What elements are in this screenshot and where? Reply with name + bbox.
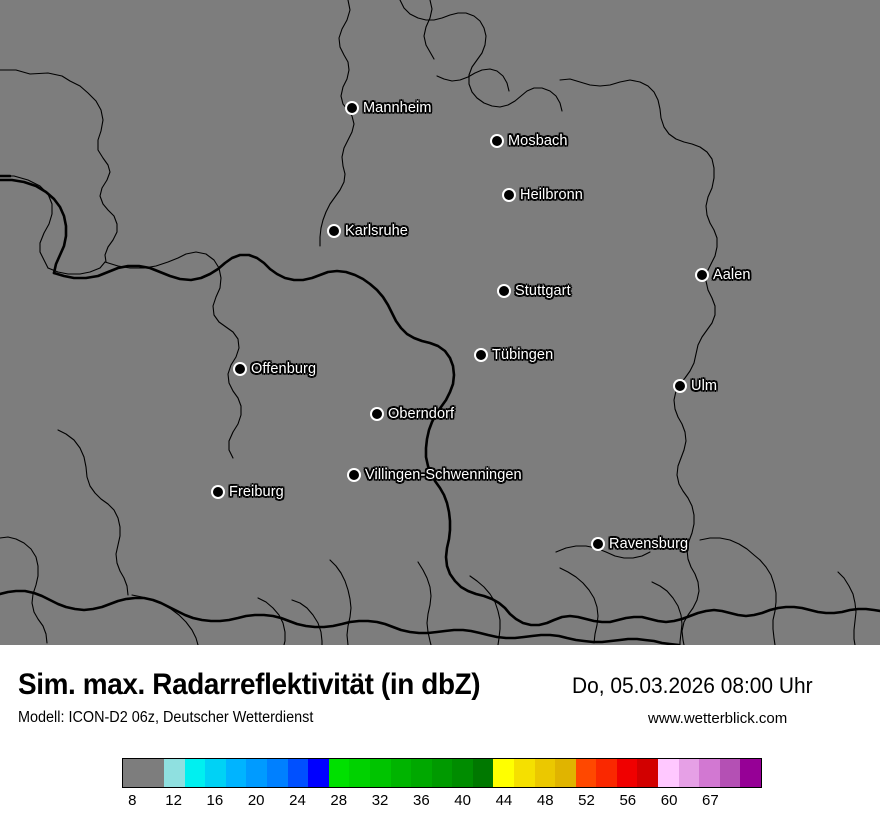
colorbar-tick: 24 bbox=[289, 792, 306, 809]
state-border-line bbox=[0, 174, 880, 645]
colorbar-tick: 20 bbox=[247, 792, 265, 809]
city-label: Karlsruhe bbox=[345, 223, 408, 239]
city-dot-icon bbox=[476, 350, 486, 360]
city-label: Ulm bbox=[691, 378, 718, 394]
city-dot-icon bbox=[349, 470, 359, 480]
colorbar-segment-3 bbox=[184, 759, 206, 787]
city-dot-icon bbox=[372, 409, 382, 419]
colorbar-segment-24 bbox=[616, 759, 638, 787]
forecast-datetime: Do, 05.03.2026 08:00 Uhr bbox=[572, 673, 813, 698]
city-label: Stuttgart bbox=[515, 283, 571, 299]
city-label: Offenburg bbox=[251, 361, 317, 377]
city-label: Heilbronn bbox=[520, 187, 583, 203]
colorbar-segment-9 bbox=[308, 759, 329, 787]
city-label: Aalen bbox=[713, 267, 751, 283]
colorbar-segment-6 bbox=[246, 759, 268, 787]
city-label: Mosbach bbox=[508, 133, 568, 149]
colorbar-segment-20 bbox=[534, 759, 556, 787]
colorbar bbox=[122, 758, 762, 788]
colorbar-segment-18 bbox=[493, 759, 514, 787]
site-url: www.wetterblick.com bbox=[648, 710, 788, 727]
colorbar-tick: 48 bbox=[536, 792, 554, 809]
model-subtitle: Modell: ICON-D2 06z, Deutscher Wetterdie… bbox=[18, 709, 314, 726]
colorbar-tick: 56 bbox=[619, 792, 637, 809]
city-dot-icon bbox=[675, 381, 685, 391]
colorbar-segment-21 bbox=[555, 759, 576, 787]
colorbar-wrap bbox=[122, 758, 762, 788]
colorbar-tick: 67 bbox=[702, 792, 719, 809]
colorbar-tick: 28 bbox=[330, 792, 348, 809]
colorbar-tick: 36 bbox=[413, 792, 430, 809]
city-label: Ravensburg bbox=[609, 536, 689, 552]
colorbar-tick: 60 bbox=[660, 792, 678, 809]
colorbar-tick: 44 bbox=[495, 792, 513, 809]
radar-map: Mannheim Mosbach Heilbronn Karlsruhe Aal… bbox=[0, 0, 880, 645]
city-label: Villingen-Schwenningen bbox=[365, 467, 522, 483]
colorbar-tick-labels: 8 12 16 20 24 28 32 36 40 44 48 52 56 60 67 bbox=[122, 792, 762, 816]
legend-panel: Sim. max. Radarreflektivität (in dbZ) Mo… bbox=[0, 645, 880, 830]
colorbar-segment-26 bbox=[658, 759, 679, 787]
colorbar-segment-10 bbox=[328, 759, 350, 787]
colorbar-segment-11 bbox=[349, 759, 370, 787]
city-dot-icon bbox=[499, 286, 509, 296]
colorbar-segment-30 bbox=[740, 759, 761, 787]
city-dot-icon bbox=[347, 103, 357, 113]
colorbar-tick: 12 bbox=[165, 792, 182, 809]
colorbar-segment-27 bbox=[678, 759, 700, 787]
colorbar-segment-25 bbox=[637, 759, 659, 787]
city-dot-icon bbox=[504, 190, 514, 200]
city-dot-icon bbox=[213, 487, 223, 497]
colorbar-segment-4 bbox=[205, 759, 226, 787]
colorbar-tick: 40 bbox=[454, 792, 471, 809]
map-borders-svg bbox=[0, 0, 880, 645]
colorbar-tick: 52 bbox=[578, 792, 595, 809]
colorbar-segment-12 bbox=[369, 759, 391, 787]
city-label: Tübingen bbox=[492, 347, 554, 363]
colorbar-tick: 32 bbox=[371, 792, 389, 809]
city-label: Mannheim bbox=[363, 100, 432, 116]
colorbar-segment-14 bbox=[411, 759, 432, 787]
colorbar-segment-22 bbox=[575, 759, 597, 787]
colorbar-segment-15 bbox=[431, 759, 453, 787]
colorbar-segment-0 bbox=[123, 759, 144, 787]
colorbar-segment-17 bbox=[472, 759, 494, 787]
city-dot-icon bbox=[235, 364, 245, 374]
colorbar-segment-23 bbox=[596, 759, 617, 787]
admin-border-lines bbox=[0, 0, 857, 645]
city-label: Oberndorf bbox=[388, 406, 455, 422]
city-dot-icon bbox=[329, 226, 339, 236]
colorbar-segment-1 bbox=[143, 759, 165, 787]
colorbar-segment-2 bbox=[164, 759, 185, 787]
page-title: Sim. max. Radarreflektivität (in dbZ) bbox=[18, 668, 481, 701]
city-dot-icon bbox=[697, 270, 707, 280]
colorbar-segment-8 bbox=[287, 759, 309, 787]
colorbar-segment-16 bbox=[452, 759, 473, 787]
city-label: Freiburg bbox=[229, 484, 284, 500]
city-dot-icon bbox=[492, 136, 502, 146]
city-dot-icon bbox=[593, 539, 603, 549]
colorbar-segment-7 bbox=[267, 759, 288, 787]
colorbar-segment-29 bbox=[719, 759, 741, 787]
title-row: Sim. max. Radarreflektivität (in dbZ) Mo… bbox=[0, 645, 880, 730]
colorbar-segment-19 bbox=[513, 759, 535, 787]
colorbar-segment-13 bbox=[390, 759, 412, 787]
colorbar-segment-28 bbox=[699, 759, 720, 787]
colorbar-tick: 8 bbox=[128, 792, 137, 809]
colorbar-tick: 16 bbox=[206, 792, 224, 809]
colorbar-segment-5 bbox=[225, 759, 247, 787]
